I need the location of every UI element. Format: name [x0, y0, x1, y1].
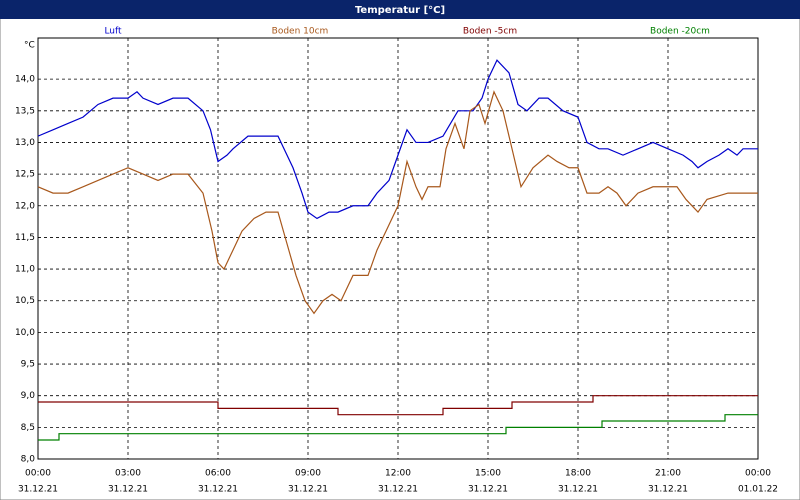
x-tick-date: 31.12.21	[558, 485, 598, 495]
y-tick-label: 12,0	[15, 201, 35, 211]
x-tick-date: 31.12.21	[288, 485, 328, 495]
chart-title: Temperatur [°C]	[355, 5, 445, 16]
x-tick-label: 09:00	[295, 469, 321, 479]
series-line	[37, 59, 758, 220]
x-tick-label: 15:00	[475, 469, 501, 479]
y-tick-label: 14,0	[15, 75, 35, 85]
y-tick-label: 12,5	[15, 170, 35, 180]
series-line	[38, 395, 758, 416]
x-tick-date: 31.12.21	[108, 485, 148, 495]
y-tick-label: 10,5	[15, 296, 35, 306]
x-tick-label: 12:00	[385, 469, 411, 479]
x-tick-date: 01.01.22	[738, 485, 778, 495]
y-tick-label: 13,0	[15, 138, 35, 148]
y-unit: °C	[24, 41, 35, 51]
series-line	[37, 90, 758, 315]
y-tick-label: 10,0	[15, 328, 35, 338]
x-tick-date: 31.12.21	[198, 485, 238, 495]
y-tick-label: 9,0	[21, 391, 36, 401]
title-bar	[0, 0, 800, 19]
series-line	[38, 414, 758, 441]
y-tick-label: 8,5	[21, 423, 35, 433]
legend-entry: Luft	[104, 27, 122, 37]
x-tick-date: 31.12.21	[468, 485, 508, 495]
x-tick-label: 00:00	[745, 469, 771, 479]
legend-entry: Boden -5cm	[463, 27, 517, 37]
x-tick-label: 18:00	[565, 469, 591, 479]
y-tick-label: 13,5	[15, 106, 35, 116]
y-tick-label: 11,5	[15, 233, 35, 243]
x-tick-date: 31.12.21	[648, 485, 688, 495]
y-tick-label: 9,5	[21, 360, 35, 370]
y-tick-label: 8,0	[21, 455, 36, 465]
x-tick-date: 31.12.21	[378, 485, 418, 495]
x-tick-label: 21:00	[655, 469, 681, 479]
x-tick-date: 31.12.21	[18, 485, 58, 495]
x-tick-label: 06:00	[205, 469, 231, 479]
y-tick-label: 11,0	[15, 265, 35, 275]
x-tick-label: 03:00	[115, 469, 141, 479]
legend-entry: Boden 10cm	[272, 27, 329, 37]
legend-entry: Boden -20cm	[650, 27, 710, 37]
x-tick-label: 00:00	[25, 469, 51, 479]
